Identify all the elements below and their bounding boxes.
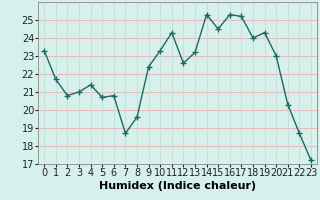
X-axis label: Humidex (Indice chaleur): Humidex (Indice chaleur) bbox=[99, 181, 256, 191]
